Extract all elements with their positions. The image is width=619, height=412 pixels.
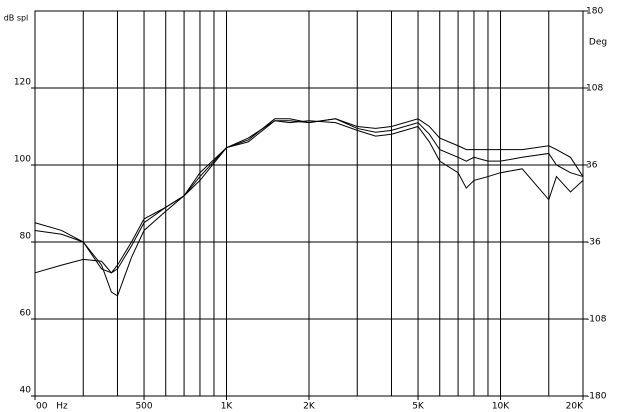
y2-tick-label: -36 [586,238,601,248]
x-tick-label: 500 [135,402,152,412]
y-tick-label: 40 [20,386,32,396]
x-tick-label: 20K [566,402,584,412]
y2-tick-label: -180 [586,392,607,402]
x-unit-label: Hz [56,402,68,412]
response-curve [34,118,584,274]
x-tick-label: 00 [36,402,48,412]
x-tick-label: 1K [221,402,234,412]
x-tick-label: 5K [412,402,425,412]
y-tick-label: 100 [14,155,31,165]
x-tick-label: 10K [492,402,510,412]
y-tick-label: 60 [20,309,32,319]
y-axis-label: dB spl [4,14,29,23]
y2-axis-label: Deg [589,38,607,48]
y2-tick-label: -108 [586,315,607,325]
y2-tick-label: 36 [586,161,598,171]
y2-tick-label: 180 [586,7,603,17]
x-tick-label: 2K [303,402,316,412]
y-tick-label: 120 [14,78,31,88]
response-curve [34,120,584,297]
y-tick-label: 80 [20,232,32,242]
y2-tick-label: 108 [586,84,603,94]
